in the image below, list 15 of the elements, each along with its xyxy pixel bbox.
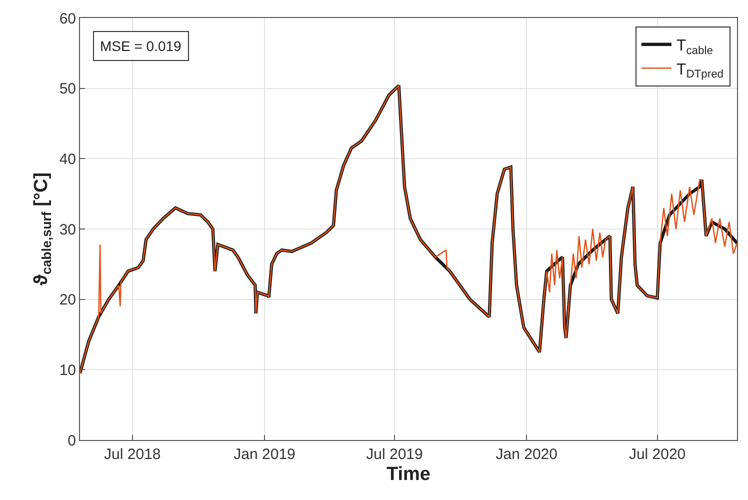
y-tick-label: 50	[59, 80, 76, 98]
y-tick-label: 60	[59, 10, 76, 28]
x-tick-label: Jul 2018	[104, 446, 161, 463]
y-tick-label: 20	[59, 292, 76, 309]
x-tick-label: Jan 2019	[234, 446, 296, 463]
y-tick-label: 0	[68, 432, 76, 450]
y-tick-label: 10	[59, 362, 76, 379]
y-tick-label: 30	[59, 221, 76, 238]
x-tick-label: Jan 2020	[496, 446, 558, 463]
x-tick-label: Jul 2019	[366, 446, 423, 463]
x-tick-label: Jul 2020	[628, 446, 686, 463]
legend-label: T$_{cable}$	[676, 38, 713, 57]
y-tick-label: 40	[59, 150, 76, 168]
annotation: MSE = 0.019	[100, 38, 182, 54]
x-axis-title: Time	[386, 464, 431, 485]
